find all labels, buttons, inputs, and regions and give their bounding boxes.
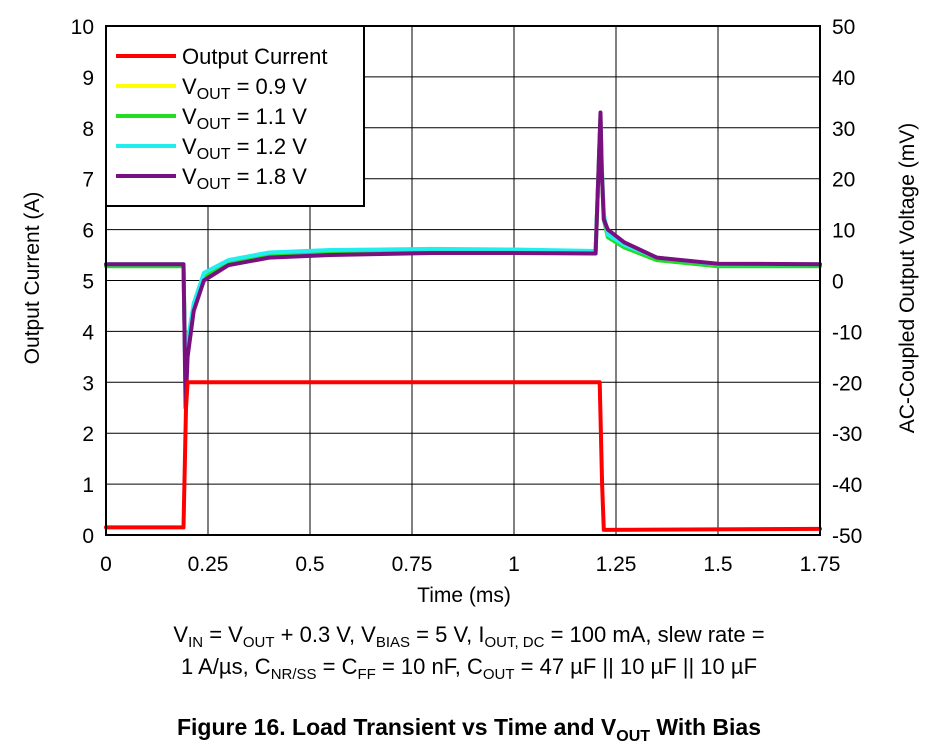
x-tick-label: 1.75: [800, 553, 841, 576]
series-line-output-current: [104, 380, 822, 532]
y-tick-label-right: -30: [832, 423, 862, 446]
x-tick-label: 0: [100, 553, 112, 576]
y-tick-label-left: 3: [82, 372, 94, 395]
y-tick-label-left: 0: [82, 525, 94, 548]
x-tick-label: 0.25: [188, 553, 229, 576]
y-tick-label-left: 10: [71, 16, 94, 39]
y-tick-label-right: 40: [832, 67, 855, 90]
y-tick-label-left: 9: [82, 67, 94, 90]
plot-frame: [105, 25, 821, 536]
legend: Output Current VOUT = 0.9 V VOUT = 1.1 V…: [105, 25, 365, 207]
test-conditions-line-1: VIN = VOUT + 0.3 V, VBIAS = 5 V, IOUT, D…: [173, 622, 765, 651]
legend-label-vout-1-2: VOUT = 1.2 V: [182, 134, 307, 163]
y-tick-label-right: -10: [832, 321, 862, 344]
y-tick-label-right: 30: [832, 118, 855, 141]
y-tick-label-right: -20: [832, 372, 862, 395]
y-tick-label-left: 1: [82, 474, 94, 497]
load-transient-chart: 0 0.25 0.5 0.75 1 1.25 1.5 1.75 0 1 2 3 4 5 6 7 8 9 10 -50 -…: [21, 16, 919, 607]
series-line-vout-1-8-v: [104, 110, 822, 410]
y-tick-label-left: 8: [82, 118, 94, 141]
y-tick-label-left: 6: [82, 220, 94, 243]
x-tick-label: 0.75: [392, 553, 433, 576]
y-tick-label-right: 0: [832, 271, 844, 294]
x-tick-label: 1.25: [596, 553, 637, 576]
y-tick-label-right: -50: [832, 525, 862, 548]
legend-label-vout-1-1: VOUT = 1.1 V: [182, 104, 307, 133]
y-tick-label-right: 20: [832, 169, 855, 192]
y-tick-label-left: 4: [82, 321, 94, 344]
y-tick-label-right: -40: [832, 474, 862, 497]
y-axis-label-left: Output Current (A): [21, 192, 44, 365]
y-tick-label-left: 2: [82, 423, 94, 446]
x-tick-label: 1.5: [703, 553, 732, 576]
y-tick-label-right: 10: [832, 220, 855, 243]
legend-label-vout-0-9: VOUT = 0.9 V: [182, 74, 307, 103]
x-tick-label: 0.5: [295, 553, 324, 576]
y-axis-label-right: AC-Coupled Output Voltage (mV): [896, 123, 919, 434]
y-tick-label-right: 50: [832, 16, 855, 39]
figure-caption: Figure 16. Load Transient vs Time and VO…: [176, 714, 761, 745]
y-tick-label-left: 7: [82, 169, 94, 192]
test-conditions-line-2: 1 A/µs, CNR/SS = CFF = 10 nF, COUT = 47 …: [180, 654, 758, 683]
series-layer: [104, 110, 822, 532]
tick-labels: 0 0.25 0.5 0.75 1 1.25 1.5 1.75 0 1 2 3 4 5 6 7 8 9 10 -50 -…: [71, 16, 863, 576]
x-tick-label: 1: [508, 553, 520, 576]
x-axis-label: Time (ms): [417, 584, 511, 607]
legend-label-vout-1-8: VOUT = 1.8 V: [182, 164, 307, 193]
y-tick-label-left: 5: [82, 271, 94, 294]
legend-label-output-current: Output Current: [182, 44, 328, 69]
